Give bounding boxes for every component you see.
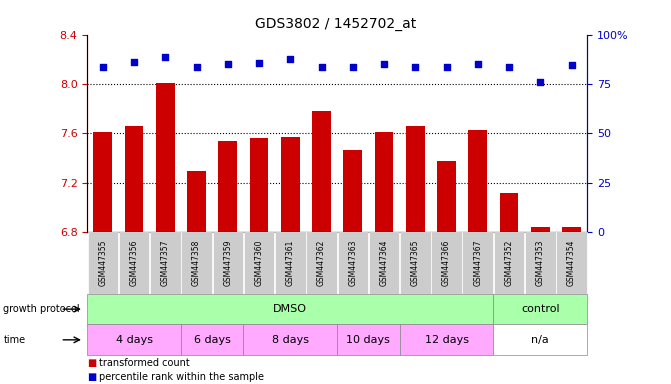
Text: ■: ■	[87, 358, 97, 368]
Text: GSM447361: GSM447361	[286, 240, 295, 286]
Bar	[156, 83, 174, 232]
Text: GSM447358: GSM447358	[192, 240, 201, 286]
Text: GSM447352: GSM447352	[505, 240, 513, 286]
Point	[378, 61, 389, 67]
Text: 4 days: 4 days	[115, 335, 152, 345]
Point	[191, 64, 202, 70]
Point	[441, 64, 452, 70]
Point	[348, 64, 358, 70]
Text: n/a: n/a	[531, 335, 549, 345]
Bar	[500, 193, 519, 232]
Text: GSM447356: GSM447356	[130, 240, 139, 286]
Text: growth protocol: growth protocol	[3, 304, 80, 314]
Text: GSM447366: GSM447366	[442, 240, 451, 286]
Text: GSM447367: GSM447367	[473, 240, 482, 286]
Text: DMSO: DMSO	[273, 304, 307, 314]
Text: GSM447363: GSM447363	[348, 240, 357, 286]
Text: GSM447362: GSM447362	[317, 240, 326, 286]
Text: GSM447359: GSM447359	[223, 240, 232, 286]
Text: ■: ■	[87, 372, 97, 382]
Point	[472, 61, 483, 67]
Bar	[468, 130, 487, 232]
Bar	[406, 126, 425, 232]
Point	[316, 64, 327, 70]
Bar	[344, 149, 362, 232]
Bar	[562, 227, 581, 232]
Text: 6 days: 6 days	[194, 335, 231, 345]
Text: GSM447365: GSM447365	[411, 240, 420, 286]
Bar	[187, 170, 206, 232]
Text: 10 days: 10 days	[346, 335, 391, 345]
Bar	[250, 138, 268, 232]
Bar	[374, 132, 393, 232]
Text: time: time	[3, 335, 25, 345]
Text: percentile rank within the sample: percentile rank within the sample	[99, 372, 264, 382]
Text: control: control	[521, 304, 560, 314]
Bar	[281, 137, 300, 232]
Bar	[93, 132, 112, 232]
Point	[97, 64, 108, 70]
Text: GSM447360: GSM447360	[254, 240, 264, 286]
Bar	[437, 161, 456, 232]
Point	[160, 54, 170, 60]
Text: GSM447354: GSM447354	[567, 240, 576, 286]
Bar	[312, 111, 331, 232]
Text: GSM447364: GSM447364	[380, 240, 389, 286]
Point	[129, 59, 140, 65]
Bar	[531, 227, 550, 232]
Text: GSM447355: GSM447355	[99, 240, 107, 286]
Text: GDS3802 / 1452702_at: GDS3802 / 1452702_at	[255, 17, 416, 31]
Text: GSM447353: GSM447353	[535, 240, 545, 286]
Text: transformed count: transformed count	[99, 358, 190, 368]
Point	[504, 64, 515, 70]
Text: 8 days: 8 days	[272, 335, 309, 345]
Bar	[125, 126, 144, 232]
Point	[254, 60, 264, 66]
Point	[566, 62, 577, 68]
Point	[223, 61, 234, 67]
Point	[535, 78, 546, 84]
Point	[410, 64, 421, 70]
Point	[285, 56, 296, 62]
Bar	[219, 141, 238, 232]
Text: GSM447357: GSM447357	[161, 240, 170, 286]
Text: 12 days: 12 days	[425, 335, 468, 345]
